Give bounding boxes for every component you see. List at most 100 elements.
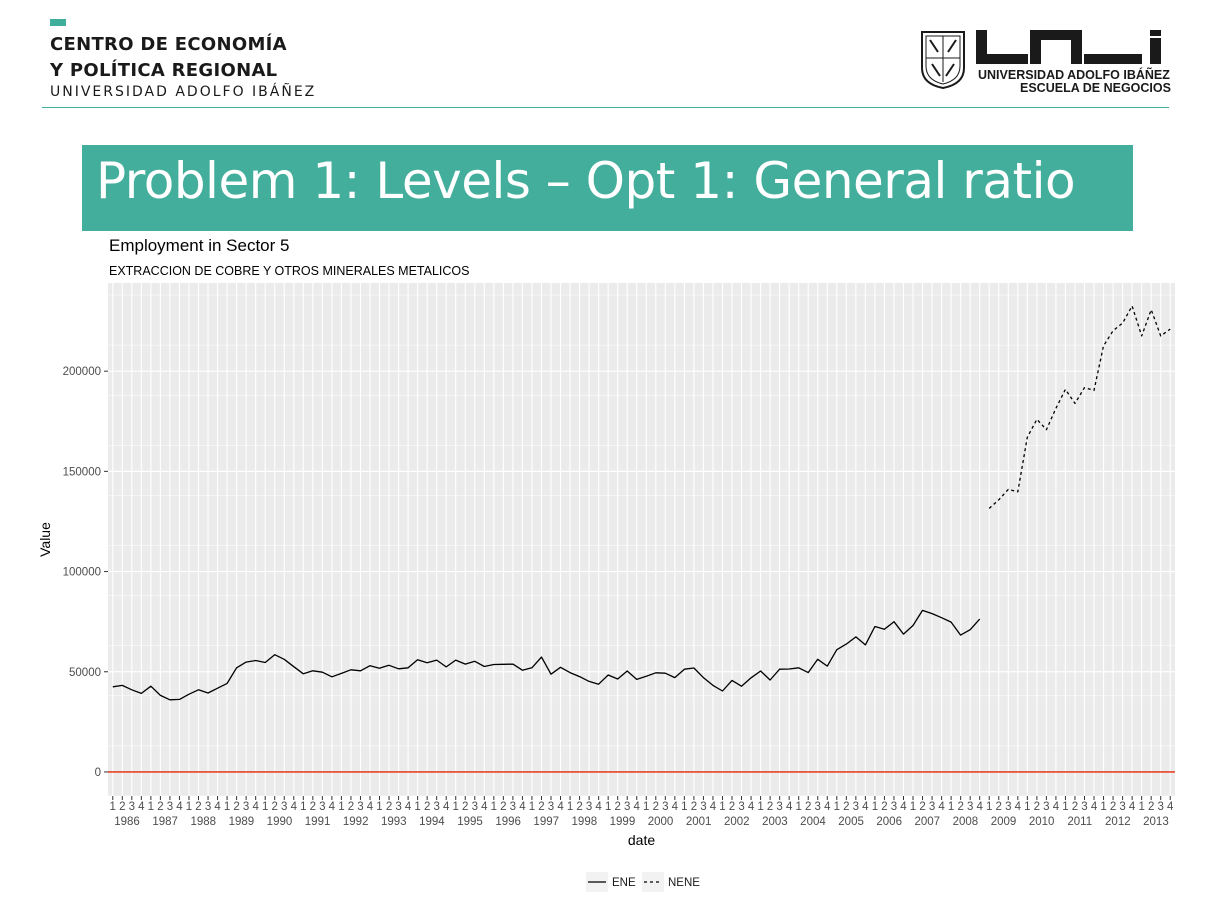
x-quarter-label: 1 <box>338 801 344 813</box>
brand-name-line2: Y POLÍTICA REGIONAL <box>50 60 278 81</box>
x-quarter-label: 2 <box>614 801 620 813</box>
x-quarter-label: 3 <box>395 801 401 813</box>
x-year-label: 2006 <box>876 816 902 828</box>
x-year-label: 1990 <box>267 816 293 828</box>
x-quarter-label: 4 <box>481 801 488 813</box>
x-year-label: 1992 <box>343 816 369 828</box>
x-quarter-label: 4 <box>976 801 983 813</box>
x-quarter-label: 4 <box>1091 801 1098 813</box>
x-quarter-label: 2 <box>729 801 735 813</box>
x-quarter-label: 3 <box>281 801 287 813</box>
x-year-label: 1988 <box>190 816 216 828</box>
x-quarter-label: 2 <box>195 801 201 813</box>
x-year-label: 2008 <box>953 816 979 828</box>
x-quarter-label: 3 <box>853 801 859 813</box>
x-quarter-label: 3 <box>510 801 516 813</box>
uai-university-name: UNIVERSIDAD ADOLFO IBÁÑEZ <box>978 68 1170 82</box>
x-quarter-label: 2 <box>957 801 963 813</box>
x-quarter-label: 4 <box>1167 801 1174 813</box>
x-quarter-label: 4 <box>710 801 717 813</box>
x-year-label: 1986 <box>114 816 140 828</box>
x-year-label: 2002 <box>724 816 750 828</box>
x-year-label: 2005 <box>838 816 864 828</box>
x-quarter-label: 2 <box>538 801 544 813</box>
university-crest-icon <box>921 31 965 90</box>
x-quarter-label: 4 <box>138 801 145 813</box>
x-year-label: 2004 <box>800 816 826 828</box>
x-quarter-label: 3 <box>1005 801 1011 813</box>
x-quarter-label: 4 <box>405 801 412 813</box>
x-quarter-label: 1 <box>681 801 687 813</box>
x-quarter-label: 1 <box>491 801 497 813</box>
x-quarter-label: 3 <box>433 801 439 813</box>
x-quarter-label: 3 <box>624 801 630 813</box>
plot-panel <box>108 283 1175 796</box>
x-quarter-label: 2 <box>1034 801 1040 813</box>
x-quarter-label: 3 <box>205 801 211 813</box>
x-quarter-label: 1 <box>186 801 192 813</box>
x-quarter-label: 1 <box>376 801 382 813</box>
x-quarter-label: 3 <box>548 801 554 813</box>
x-quarter-label: 3 <box>1081 801 1087 813</box>
x-quarter-label: 2 <box>386 801 392 813</box>
x-quarter-label: 3 <box>586 801 592 813</box>
x-year-label: 1997 <box>533 816 559 828</box>
x-quarter-label: 1 <box>1138 801 1144 813</box>
series-line-ene <box>112 609 981 701</box>
x-quarter-label: 1 <box>300 801 306 813</box>
x-quarter-label: 2 <box>233 801 239 813</box>
x-quarter-label: 3 <box>776 801 782 813</box>
x-quarter-label: 1 <box>148 801 154 813</box>
x-quarter-label: 2 <box>805 801 811 813</box>
x-year-label: 2011 <box>1067 816 1092 828</box>
x-quarter-label: 2 <box>1072 801 1078 813</box>
x-quarter-label: 3 <box>472 801 478 813</box>
x-quarter-label: 2 <box>462 801 468 813</box>
x-quarter-label: 1 <box>414 801 420 813</box>
x-quarter-label: 2 <box>996 801 1002 813</box>
x-quarter-label: 3 <box>891 801 897 813</box>
x-year-label: 2007 <box>915 816 941 828</box>
x-quarter-label: 2 <box>767 801 773 813</box>
x-quarter-label: 3 <box>967 801 973 813</box>
x-quarter-label: 2 <box>119 801 125 813</box>
title-banner <box>82 145 1133 231</box>
y-tick-label: 200000 <box>63 366 101 378</box>
x-year-label: 1995 <box>457 816 483 828</box>
y-tick-label: 0 <box>95 767 101 779</box>
x-quarter-label: 4 <box>291 801 298 813</box>
x-year-label: 2010 <box>1029 816 1055 828</box>
x-quarter-label: 2 <box>576 801 582 813</box>
slide-title: Problem 1: Levels – Opt 1: General ratio <box>96 152 1076 210</box>
x-quarter-label: 4 <box>900 801 907 813</box>
legend-label-ene: ENE <box>612 877 636 889</box>
x-quarter-label: 4 <box>672 801 679 813</box>
x-quarter-label: 4 <box>519 801 526 813</box>
x-quarter-label: 3 <box>167 801 173 813</box>
x-quarter-label: 1 <box>986 801 992 813</box>
x-quarter-label: 4 <box>824 801 831 813</box>
x-quarter-label: 4 <box>367 801 374 813</box>
x-quarter-label: 3 <box>662 801 668 813</box>
x-year-label: 1996 <box>495 816 521 828</box>
brand-university: UNIVERSIDAD ADOLFO IBÁÑEZ <box>50 84 317 100</box>
x-quarter-label: 4 <box>1053 801 1060 813</box>
x-quarter-label: 1 <box>834 801 840 813</box>
x-quarter-label: 3 <box>1158 801 1164 813</box>
x-quarter-label: 3 <box>700 801 706 813</box>
x-quarter-label: 3 <box>1043 801 1049 813</box>
x-quarter-label: 4 <box>557 801 564 813</box>
chart-subtitle: EXTRACCION DE COBRE Y OTROS MINERALES ME… <box>109 264 470 278</box>
uai-school-name: ESCUELA DE NEGOCIOS <box>1020 81 1171 95</box>
x-quarter-label: 2 <box>919 801 925 813</box>
x-quarter-label: 2 <box>348 801 354 813</box>
x-year-label: 2003 <box>762 816 788 828</box>
x-quarter-label: 1 <box>910 801 916 813</box>
header-divider <box>42 107 1169 108</box>
x-year-label: 1998 <box>572 816 598 828</box>
x-year-label: 2009 <box>991 816 1017 828</box>
x-quarter-label: 3 <box>738 801 744 813</box>
x-year-label: 2013 <box>1143 816 1169 828</box>
x-quarter-label: 1 <box>567 801 573 813</box>
